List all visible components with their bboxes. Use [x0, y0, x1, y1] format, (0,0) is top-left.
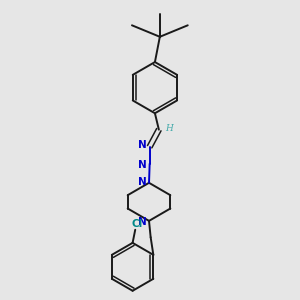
- Text: N: N: [138, 140, 147, 150]
- Text: Cl: Cl: [132, 219, 143, 229]
- Text: N: N: [138, 177, 146, 187]
- Text: N: N: [138, 160, 147, 170]
- Text: N: N: [138, 217, 146, 226]
- Text: H: H: [165, 124, 173, 133]
